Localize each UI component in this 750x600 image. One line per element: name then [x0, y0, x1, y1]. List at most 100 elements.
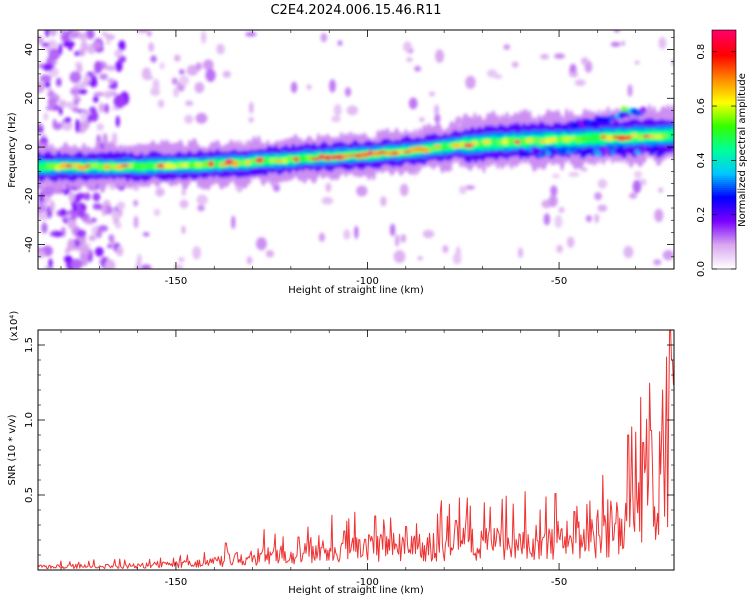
colorbar-band [712, 235, 736, 238]
colorbar-band [712, 199, 736, 202]
colorbar-band [712, 179, 736, 182]
colorbar-band [712, 147, 736, 151]
colorbar-band [712, 139, 736, 143]
colorbar-band [712, 57, 736, 61]
snr-y-axis-label: SNR (10 * v/v) [7, 414, 18, 485]
colorbar-band [712, 231, 736, 234]
colorbar-band [712, 41, 736, 45]
colorbar-band [712, 163, 736, 167]
heatmap-core-cell [110, 163, 116, 170]
heatmap-core-cell [146, 163, 154, 168]
heatmap-noise-blob [38, 35, 44, 45]
colorbar-band [712, 107, 736, 111]
y-tick-label: 0.5 [24, 487, 35, 503]
heatmap-noise-blob [671, 59, 674, 66]
heatmap-noise-blob [633, 170, 643, 179]
colorbar-band [712, 35, 736, 39]
snr-x-axis-label: Height of straight line (km) [288, 585, 424, 596]
heatmap-noise-blob [179, 75, 189, 86]
colorbar-band [712, 213, 736, 216]
heatmap-noise-blob [568, 171, 580, 177]
heatmap-noise-blob [150, 55, 157, 63]
heatmap-noise-blob [47, 97, 58, 108]
colorbar-band [712, 171, 736, 174]
heatmap-branch-cell [617, 145, 624, 152]
heatmap-noise-blob [113, 94, 126, 109]
colorbar-band [712, 63, 736, 67]
heatmap-noise-blob [406, 57, 413, 63]
colorbar-band [712, 183, 736, 186]
heatmap-branch-cell [535, 147, 541, 154]
colorbar-band [712, 67, 736, 71]
heatmap-noise-blob [133, 215, 139, 229]
heatmap-noise-blob [38, 127, 44, 134]
heatmap-noise-blob [51, 51, 60, 58]
heatmap-core-cell [502, 138, 509, 145]
heatmap-noise-blob [97, 225, 109, 232]
colorbar-tick-label: 0.6 [696, 98, 707, 114]
colorbar-band [712, 259, 736, 262]
heatmap-core-cell [46, 163, 57, 169]
heatmap-noise-blob [106, 40, 111, 45]
colorbar-band [712, 169, 736, 173]
heatmap-noise-blob [393, 250, 406, 264]
heatmap-noise-blob [73, 96, 82, 103]
colorbar-ticks: 0.0 0.2 0.4 0.6 0.8 [696, 44, 736, 277]
heatmap-noise-blob [654, 208, 664, 223]
colorbar-label: Normalized spectral amplitude [737, 73, 748, 227]
heatmap-noise-blob [558, 207, 565, 213]
heatmap-noise-blob [613, 30, 620, 33]
heatmap-noise-blob [99, 73, 108, 80]
colorbar-band [712, 157, 736, 161]
heatmap-core-cell [298, 156, 308, 162]
y-tick-label: -40 [24, 236, 35, 252]
heatmap-noise-blob [80, 40, 88, 53]
heatmap-noise-blob [203, 59, 214, 71]
heatmap-core-cell [427, 147, 436, 151]
heatmap-core-cell [471, 141, 479, 146]
heatmap-noise-blob [623, 245, 634, 259]
heatmap-core-cell [636, 134, 644, 141]
heatmap-core-cell [397, 150, 406, 154]
colorbar-band [712, 53, 736, 57]
heatmap-noise-blob [273, 184, 280, 192]
x-tick-label: -100 [356, 276, 379, 287]
colorbar: 0.0 0.2 0.4 0.6 0.8 Normalized spectral ampl… [696, 29, 748, 277]
colorbar-band [712, 129, 736, 133]
colorbar-band [712, 217, 736, 220]
heatmap-noise-blob [92, 203, 103, 210]
heatmap-noise-blob [465, 75, 476, 90]
heatmap-branch-cell [662, 147, 669, 154]
heatmap-noise-blob [40, 74, 52, 83]
colorbar-band [712, 47, 736, 51]
heatmap-core-cell [544, 138, 553, 144]
colorbar-band [712, 65, 736, 69]
heatmap-noise-blob [552, 173, 560, 179]
colorbar-band [712, 225, 736, 228]
heatmap-branch-cell [652, 145, 659, 152]
colorbar-band [712, 31, 736, 35]
heatmap-core-cell [653, 134, 664, 139]
heatmap-band-cell [669, 128, 674, 141]
heatmap-noise-blob [133, 199, 139, 207]
heatmap-core-cell [605, 135, 615, 141]
colorbar-band [712, 117, 736, 121]
heatmap-noise-blob [325, 182, 332, 193]
heatmap-noise-blob [610, 41, 621, 47]
heatmap-noise-blob [45, 30, 50, 38]
heatmap-noise-blob [318, 232, 325, 242]
colorbar-band [712, 115, 736, 119]
colorbar-band [712, 153, 736, 157]
heatmap-noise-blob [231, 215, 236, 230]
heatmap-noise-blob [246, 256, 253, 265]
colorbar-band [712, 145, 736, 149]
heatmap-noise-blob [380, 196, 387, 207]
heatmap-noise-blob [94, 247, 104, 257]
heatmap-noise-blob [61, 34, 70, 42]
colorbar-band [712, 109, 736, 113]
heatmap-noise-blob [568, 72, 579, 78]
colorbar-band [712, 221, 736, 224]
heatmap-noise-blob [52, 230, 64, 238]
snr-plot-area [38, 330, 674, 570]
colorbar-band [712, 97, 736, 101]
